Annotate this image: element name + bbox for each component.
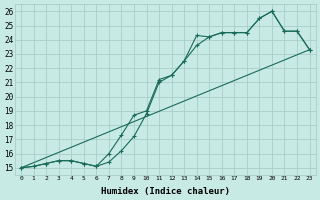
X-axis label: Humidex (Indice chaleur): Humidex (Indice chaleur) (101, 187, 230, 196)
